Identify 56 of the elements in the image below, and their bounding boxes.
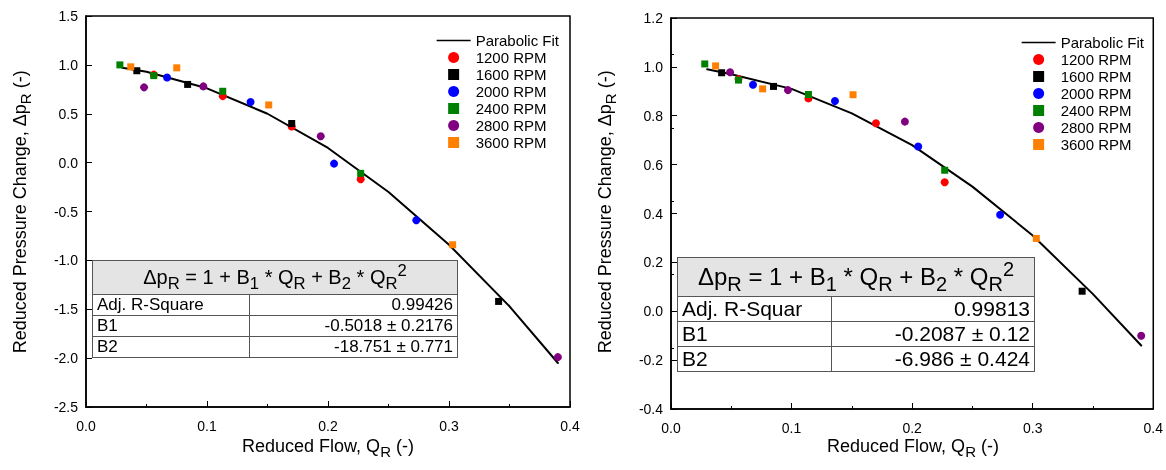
x-axis-title: Reduced Flow, Q$_{R}$ (-) bbox=[826, 436, 1000, 460]
annotation: B2 bbox=[92, 336, 250, 358]
y-tick-label: 0.8 bbox=[643, 107, 664, 124]
x-tick-label: 0.2 bbox=[902, 420, 923, 436]
legend-label: 3600 RPM bbox=[475, 134, 547, 151]
legend-label: 2400 RPM bbox=[475, 100, 547, 117]
y-tick-label: 1.2 bbox=[643, 10, 664, 26]
annotation: B1 bbox=[92, 315, 250, 337]
legend-label: 2400 RPM bbox=[1060, 102, 1132, 119]
y-tick-label: -0.2 bbox=[638, 352, 664, 369]
y-tick-label: -0.5 bbox=[53, 203, 79, 220]
y-tick-label: -2.5 bbox=[53, 399, 79, 415]
y-tick-label: -1.5 bbox=[53, 301, 79, 318]
annotation: -6.986 ± 0.424 bbox=[831, 346, 1035, 372]
legend-label: 1200 RPM bbox=[1060, 51, 1132, 68]
x-tick-label: 0.2 bbox=[318, 418, 338, 434]
y-tick-label: 0.2 bbox=[643, 254, 664, 271]
legend-label: 1600 RPM bbox=[1060, 68, 1132, 85]
y-tick-label: 0.0 bbox=[643, 303, 664, 320]
annotation: B2 bbox=[677, 346, 831, 372]
legend-label: 2000 RPM bbox=[475, 83, 547, 100]
x-axis-title: Reduced Flow, Q$_{R}$ (-) bbox=[241, 436, 415, 460]
legend-label: Parabolic Fit bbox=[475, 32, 560, 49]
x-tick-label: 0.0 bbox=[76, 418, 96, 434]
annotation: -0.2087 ± 0.12 bbox=[831, 321, 1035, 347]
annotation: -0.5018 ± 0.2176 bbox=[249, 315, 458, 337]
y-tick-label: 0.5 bbox=[58, 105, 79, 122]
y-tick-label: -0.4 bbox=[638, 401, 664, 417]
y-tick-label: 0.6 bbox=[643, 156, 664, 173]
x-tick-label: 0.3 bbox=[439, 418, 459, 434]
annotation: 0.99813 bbox=[831, 296, 1035, 322]
x-tick-label: 0.4 bbox=[1143, 420, 1164, 436]
x-tick-label: 0.1 bbox=[197, 418, 217, 434]
legend-label: 2800 RPM bbox=[475, 117, 547, 134]
y-tick-label: 0.4 bbox=[643, 205, 664, 222]
legend-label: 1600 RPM bbox=[475, 66, 547, 83]
annotation: Adj. R-Square bbox=[92, 294, 250, 316]
annotation: -18.751 ± 0.771 bbox=[249, 336, 458, 358]
y-tick-label: 0.0 bbox=[58, 154, 79, 171]
legend-label: 3600 RPM bbox=[1060, 136, 1132, 153]
y-tick-label: -1.0 bbox=[53, 252, 79, 269]
legend-label: 2800 RPM bbox=[1060, 119, 1132, 136]
y-tick-label: 1.0 bbox=[643, 58, 664, 75]
legend-label: Parabolic Fit bbox=[1060, 34, 1145, 51]
x-tick-label: 0.4 bbox=[560, 418, 580, 434]
y-tick-label: 1.5 bbox=[58, 8, 79, 24]
y-tick-label: 1.0 bbox=[58, 56, 79, 73]
annotation: 0.99426 bbox=[249, 294, 458, 316]
annotation: Adj. R-Squar bbox=[677, 296, 831, 322]
legend-label: 2000 RPM bbox=[1060, 85, 1132, 102]
y-tick-label: -2.0 bbox=[53, 350, 79, 367]
annotation: B1 bbox=[677, 321, 831, 347]
x-tick-label: 0.0 bbox=[661, 420, 681, 436]
x-tick-label: 0.1 bbox=[781, 420, 802, 436]
x-tick-label: 0.3 bbox=[1022, 420, 1043, 436]
legend-label: 1200 RPM bbox=[475, 49, 547, 66]
